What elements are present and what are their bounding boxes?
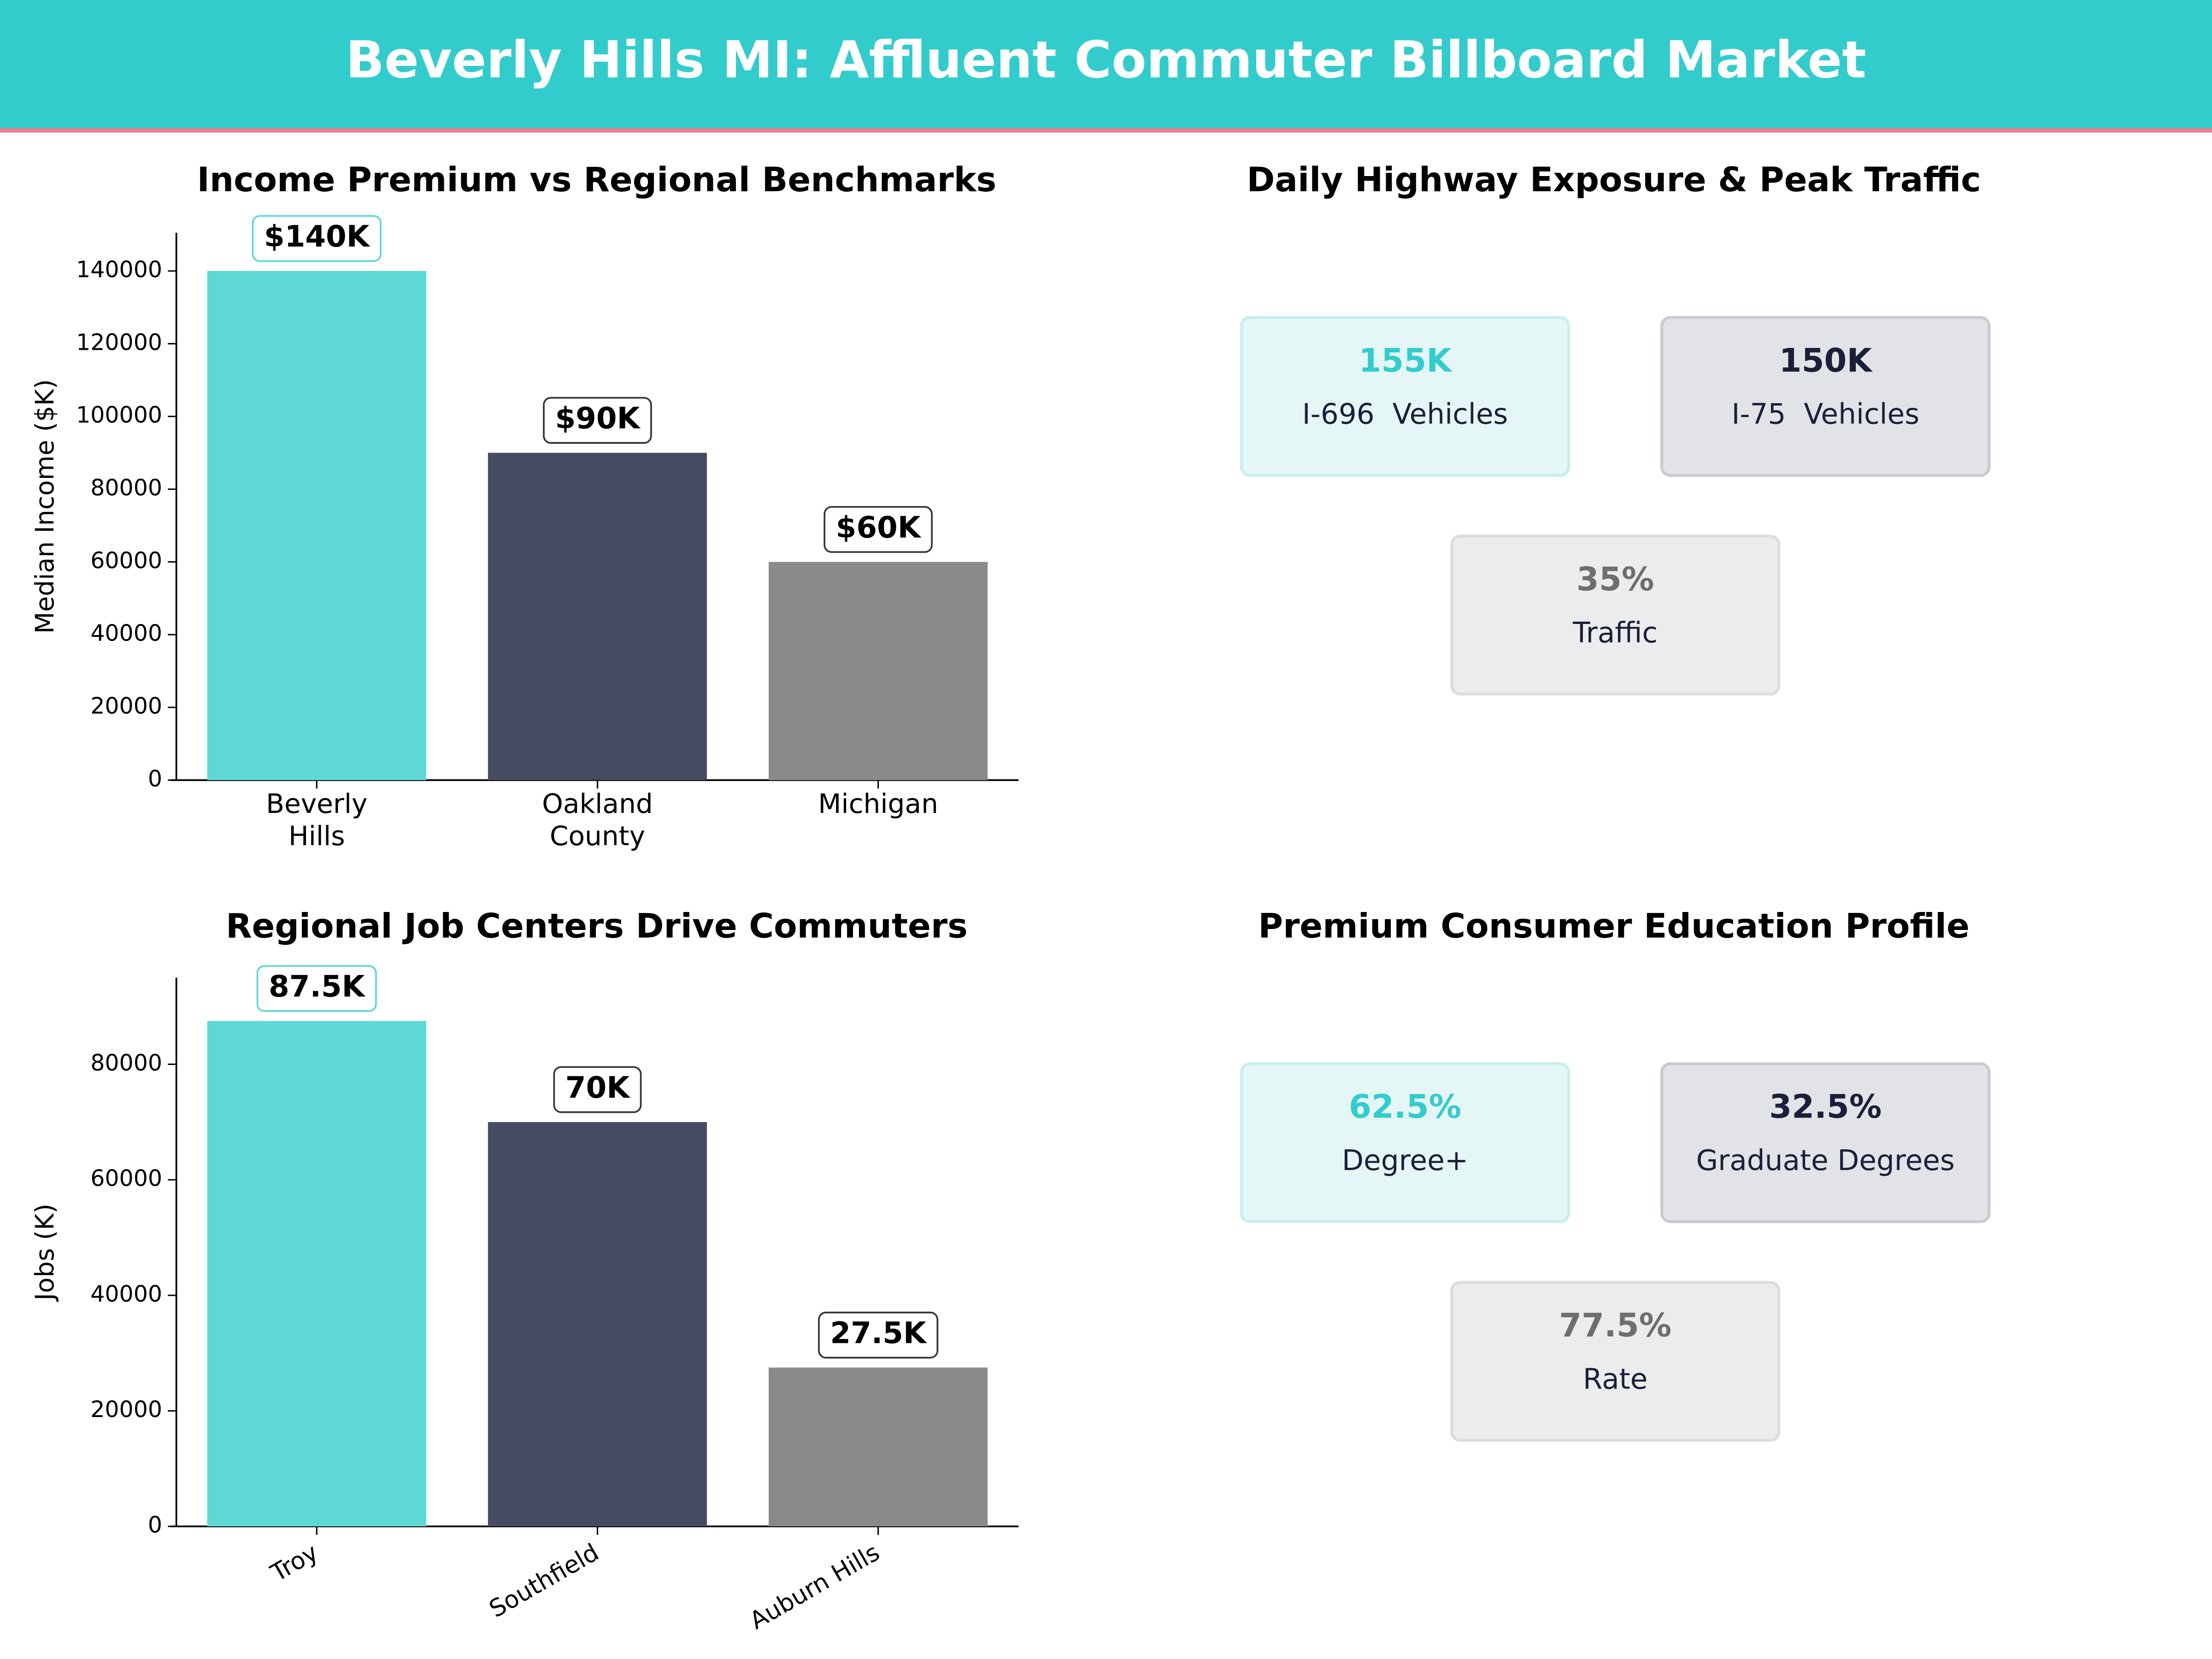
kpi-value: 62.5% bbox=[1349, 1088, 1461, 1126]
kpi-card bbox=[1240, 1062, 1571, 1224]
value-label-box bbox=[553, 1066, 642, 1113]
y-tick-label: 140000 bbox=[76, 256, 162, 282]
value-label-box bbox=[543, 397, 652, 444]
subplot-title: Income Premium vs Regional Benchmarks bbox=[197, 160, 997, 200]
kpi-label: Degree+ bbox=[1342, 1144, 1468, 1177]
value-label: 70K bbox=[565, 1071, 630, 1105]
y-tick-label: 0 bbox=[148, 1512, 162, 1538]
kpi-value: 35% bbox=[1577, 560, 1654, 598]
bar bbox=[769, 562, 988, 780]
kpi-value: 155K bbox=[1359, 341, 1453, 379]
x-tick-label: Oakland County bbox=[542, 788, 653, 852]
header-rule bbox=[0, 128, 2212, 133]
y-tick-label: 60000 bbox=[90, 1165, 162, 1192]
y-tick-label: 80000 bbox=[90, 475, 162, 501]
kpi-label: Traffic bbox=[1572, 617, 1658, 649]
kpi-card bbox=[1450, 535, 1781, 696]
kpi-card bbox=[1240, 316, 1571, 477]
value-label-box bbox=[256, 965, 377, 1012]
y-tick-label: 40000 bbox=[90, 1281, 162, 1307]
value-label-box bbox=[252, 215, 382, 262]
y-axis-label: Median Income ($K) bbox=[30, 379, 59, 634]
value-label: $60K bbox=[836, 510, 922, 545]
kpi-card bbox=[1450, 1281, 1781, 1442]
kpi-card bbox=[1660, 316, 1991, 477]
y-axis-label: Jobs (K) bbox=[30, 1204, 59, 1302]
value-label: $90K bbox=[555, 401, 641, 436]
y-tick-label: 100000 bbox=[76, 402, 162, 428]
x-tick-label: Michigan bbox=[818, 788, 938, 819]
value-label: $140K bbox=[264, 219, 371, 254]
kpi-label: I-75 Vehicles bbox=[1731, 398, 1919, 431]
y-tick-label: 0 bbox=[148, 765, 162, 792]
y-tick-label: 60000 bbox=[90, 547, 162, 574]
kpi-label: I-696 Vehicles bbox=[1302, 398, 1508, 431]
value-label-box bbox=[824, 506, 933, 553]
y-tick-label: 20000 bbox=[90, 1396, 162, 1423]
y-tick-label: 80000 bbox=[90, 1050, 162, 1076]
header-bar bbox=[0, 0, 2212, 130]
kpi-value: 32.5% bbox=[1769, 1088, 1882, 1126]
value-label: 27.5K bbox=[830, 1316, 927, 1351]
bar bbox=[769, 1367, 988, 1527]
y-tick-label: 120000 bbox=[76, 329, 162, 355]
page-title: Beverly Hills MI: Affluent Commuter Bill… bbox=[346, 30, 1866, 89]
bar bbox=[207, 1021, 426, 1527]
kpi-value: 77.5% bbox=[1559, 1306, 1671, 1344]
value-label-box bbox=[818, 1312, 939, 1359]
x-tick-label: Southfield bbox=[485, 1539, 604, 1624]
bar bbox=[488, 1122, 707, 1527]
subplot-title: Daily Highway Exposure & Peak Traffic bbox=[1247, 160, 1981, 200]
subplot-title: Regional Job Centers Drive Commuters bbox=[226, 906, 968, 946]
value-label: 87.5K bbox=[269, 970, 366, 1004]
kpi-card bbox=[1660, 1062, 1991, 1224]
y-tick-label: 40000 bbox=[90, 620, 162, 647]
x-tick-label: Beverly Hills bbox=[266, 788, 367, 852]
y-tick-label: 20000 bbox=[90, 693, 162, 719]
kpi-label: Graduate Degrees bbox=[1696, 1144, 1955, 1177]
kpi-label: Rate bbox=[1583, 1363, 1647, 1396]
kpi-value: 150K bbox=[1779, 341, 1873, 379]
bar bbox=[488, 453, 707, 780]
x-tick-label: Troy bbox=[266, 1539, 323, 1588]
bar bbox=[207, 271, 426, 780]
subplot-title: Premium Consumer Education Profile bbox=[1258, 906, 1970, 946]
x-tick-label: Auburn Hills bbox=[745, 1539, 884, 1635]
